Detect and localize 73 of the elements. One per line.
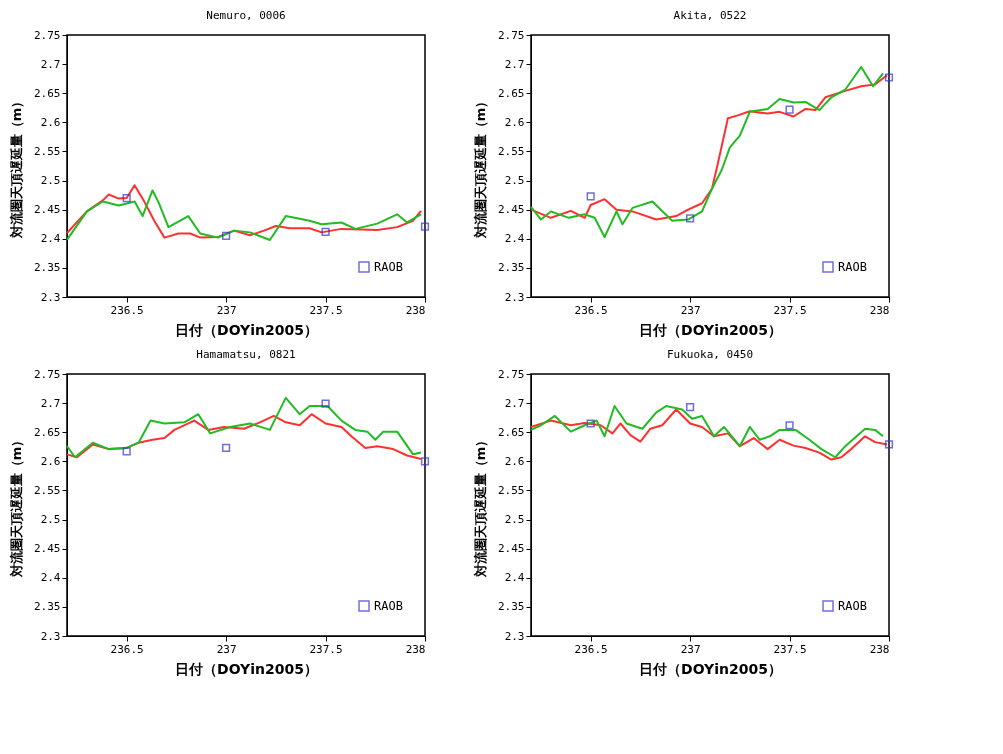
x-tick-label: 237.5 xyxy=(309,303,343,317)
y-tick-label: 2.6 xyxy=(504,115,525,129)
y-tick-label: 2.3 xyxy=(504,290,525,304)
line-series xyxy=(66,396,423,459)
chart-title: Akita, 0522 xyxy=(673,9,747,22)
chart-title: Fukuoka, 0450 xyxy=(666,348,754,361)
x-axis-title: 日付（DOYin2005） xyxy=(639,321,782,338)
y-tick-label: 2.6 xyxy=(40,454,61,468)
chart-title: Hamamatsu, 0821 xyxy=(196,348,296,361)
y-tick-label: 2.45 xyxy=(498,203,525,217)
x-tick-label: 237 xyxy=(680,642,701,656)
x-tick-label: 237 xyxy=(216,642,237,656)
y-tick-label: 2.75 xyxy=(34,28,61,42)
y-tick-label: 2.55 xyxy=(34,144,61,158)
x-tick-label: 238 xyxy=(405,303,426,317)
x-tick-label: 237.5 xyxy=(773,642,807,656)
x-tick-label: 236.5 xyxy=(574,642,608,656)
y-tick-label: 2.75 xyxy=(498,367,525,381)
y-tick-label: 2.5 xyxy=(504,174,525,188)
legend-label: RAOB xyxy=(838,260,867,274)
y-tick-label: 2.35 xyxy=(34,600,61,614)
x-tick-label: 237.5 xyxy=(773,303,807,317)
y-axis-title: 対流圏天頂遅延量（m） xyxy=(9,94,25,240)
y-tick-label: 2.45 xyxy=(34,542,61,556)
y-tick-label: 2.4 xyxy=(504,571,525,585)
y-tick-label: 2.6 xyxy=(40,115,61,129)
y-tick-label: 2.65 xyxy=(34,86,61,100)
y-tick-label: 2.7 xyxy=(40,396,61,410)
y-tick-label: 2.55 xyxy=(498,144,525,158)
y-tick-label: 2.7 xyxy=(504,57,525,71)
legend-label: RAOB xyxy=(374,260,403,274)
x-tick-label: 238 xyxy=(405,642,426,656)
y-tick-label: 2.7 xyxy=(40,57,61,71)
x-tick-label: 236.5 xyxy=(574,303,608,317)
y-tick-label: 2.7 xyxy=(504,396,525,410)
x-tick-label: 238 xyxy=(869,303,890,317)
y-tick-label: 2.4 xyxy=(40,232,61,246)
y-tick-label: 2.3 xyxy=(40,629,61,643)
y-tick-label: 2.75 xyxy=(498,28,525,42)
y-tick-label: 2.3 xyxy=(504,629,525,643)
y-tick-label: 2.5 xyxy=(504,513,525,527)
x-tick-label: 237.5 xyxy=(309,642,343,656)
y-tick-label: 2.65 xyxy=(498,425,525,439)
x-tick-label: 237 xyxy=(216,303,237,317)
y-tick-label: 2.45 xyxy=(34,203,61,217)
y-tick-label: 2.5 xyxy=(40,513,61,527)
y-axis-title: 対流圏天頂遅延量（m） xyxy=(473,94,489,240)
legend-label: RAOB xyxy=(838,599,867,613)
y-tick-label: 2.3 xyxy=(40,290,61,304)
x-axis-title: 日付（DOYin2005） xyxy=(175,321,318,338)
legend-label: RAOB xyxy=(374,599,403,613)
chart-title: Nemuro, 0006 xyxy=(206,9,286,22)
y-tick-label: 2.65 xyxy=(34,425,61,439)
y-tick-label: 2.45 xyxy=(498,542,525,556)
y-tick-label: 2.55 xyxy=(498,483,525,497)
x-tick-label: 238 xyxy=(869,642,890,656)
x-axis-title: 日付（DOYin2005） xyxy=(175,660,318,677)
y-tick-label: 2.35 xyxy=(498,600,525,614)
y-axis-title: 対流圏天頂遅延量（m） xyxy=(473,433,489,579)
x-tick-label: 236.5 xyxy=(110,303,144,317)
x-tick-label: 236.5 xyxy=(110,642,144,656)
y-tick-label: 2.35 xyxy=(498,261,525,275)
x-axis-title: 日付（DOYin2005） xyxy=(639,660,782,677)
y-tick-label: 2.55 xyxy=(34,483,61,497)
y-tick-label: 2.5 xyxy=(40,174,61,188)
y-tick-label: 2.4 xyxy=(504,232,525,246)
y-tick-label: 2.65 xyxy=(498,86,525,100)
y-tick-label: 2.6 xyxy=(504,454,525,468)
y-tick-label: 2.75 xyxy=(34,367,61,381)
y-tick-label: 2.35 xyxy=(34,261,61,275)
y-tick-label: 2.4 xyxy=(40,571,61,585)
x-tick-label: 237 xyxy=(680,303,701,317)
y-axis-title: 対流圏天頂遅延量（m） xyxy=(9,433,25,579)
